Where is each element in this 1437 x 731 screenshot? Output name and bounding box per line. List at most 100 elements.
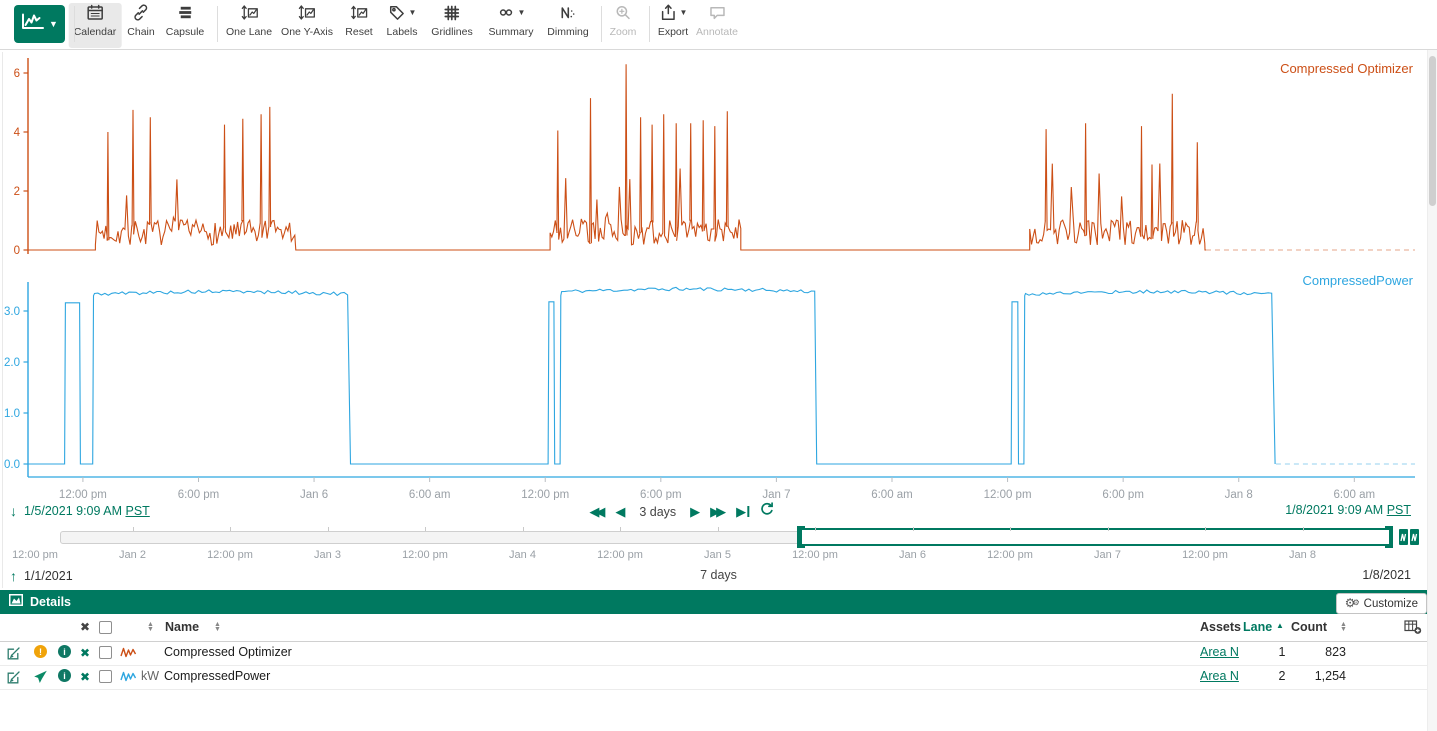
x-tick-label: 6:00 pm: [1102, 489, 1144, 500]
summary-icon: [497, 3, 516, 27]
column-header-assets[interactable]: Assets: [1200, 620, 1241, 634]
scrubber-tick-label: 12:00 pm: [207, 549, 253, 561]
sort-icon[interactable]: ▲ ▼: [214, 621, 221, 633]
lane2-series-label[interactable]: CompressedPower: [1302, 273, 1413, 288]
toolbar: ▼ Calendar Chain Capsule One Lane One Y-Axis…: [0, 0, 1437, 50]
details-panel-header[interactable]: Details ⚙⚙ Customize: [0, 590, 1437, 614]
select-all-checkbox[interactable]: [99, 621, 112, 634]
step-back-full-button[interactable]: ◀◀: [589, 504, 605, 519]
lane1-series-label[interactable]: Compressed Optimizer: [1280, 61, 1413, 76]
calendar-icon: [86, 3, 105, 27]
remove-all-icon[interactable]: ✖: [80, 620, 91, 634]
scrubber-tick: [815, 527, 816, 531]
range-up-arrow-icon: ↑: [10, 568, 17, 584]
add-column-icon[interactable]: [1404, 619, 1422, 638]
tool-chain-button[interactable]: Chain: [122, 3, 159, 48]
column-header-name[interactable]: Name: [165, 620, 200, 634]
asset-link[interactable]: Area N: [1200, 669, 1239, 683]
tool-dimming-button[interactable]: Dimming: [542, 3, 593, 48]
step-back-half-button[interactable]: ◀: [615, 504, 626, 519]
scrubber-tick-label: Jan 8: [1289, 549, 1316, 561]
tool-calendar-button[interactable]: Calendar: [68, 3, 122, 48]
capsule-time-toggle[interactable]: [1399, 529, 1419, 545]
tool-label: Gridlines: [431, 26, 473, 38]
tool-summary-button[interactable]: ▼ Summary: [484, 3, 539, 48]
remove-signal-icon[interactable]: ✖: [80, 670, 91, 684]
edit-signal-icon[interactable]: [6, 670, 21, 688]
investigate-end-date[interactable]: 1/8/2021: [1362, 568, 1411, 582]
range-start-arrow-icon: ↓: [10, 503, 17, 519]
investigate-range-start[interactable]: ↑ 1/1/2021: [10, 568, 73, 584]
tool-label: Dimming: [547, 26, 589, 38]
sort-ascending-icon[interactable]: ▲: [1276, 621, 1284, 630]
view-selector-button[interactable]: ▼: [14, 5, 65, 43]
tool-zoom-button: Zoom: [605, 3, 642, 48]
display-range-end-date[interactable]: 1/8/2021 9:09 AM: [1285, 503, 1384, 517]
one-lane-icon: [240, 3, 259, 27]
tool-label: Chain: [127, 26, 155, 38]
edit-signal-icon[interactable]: [6, 646, 21, 664]
tool-label: Reset: [345, 26, 373, 38]
investigate-range-duration[interactable]: 7 days: [700, 568, 737, 582]
timezone-link[interactable]: PST: [1386, 503, 1411, 517]
scrollbar-thumb[interactable]: [1429, 56, 1436, 206]
signal-name[interactable]: Compressed Optimizer: [164, 645, 292, 659]
sample-count: 1,254: [1314, 669, 1346, 683]
dimming-icon: [558, 3, 577, 27]
refresh-icon[interactable]: [760, 502, 775, 522]
details-chart-icon: [9, 593, 23, 611]
tool-reset-button[interactable]: Reset: [340, 3, 377, 48]
scrubber-tick: [230, 527, 231, 531]
trend-chart[interactable]: 0 2 4 6 0.0 1.0 2.0 3.0 12:00 pm 6:00 pm Jan 6 6:00…: [0, 50, 1437, 500]
x-tick-label: 12:00 pm: [59, 489, 107, 500]
selection-left-handle[interactable]: [797, 526, 805, 548]
customize-button[interactable]: ⚙⚙ Customize: [1335, 593, 1427, 614]
column-header-count[interactable]: Count: [1291, 620, 1328, 634]
paper-plane-icon[interactable]: [33, 670, 48, 687]
scrollbar-track[interactable]: [1427, 50, 1437, 731]
scrubber-tick: [912, 527, 914, 531]
tool-labels-button[interactable]: ▼ Labels: [382, 3, 423, 48]
capsule-icon: [176, 3, 195, 27]
remove-signal-icon[interactable]: ✖: [80, 646, 91, 660]
details-table-row[interactable]: ! i ✖ Compressed Optimizer Area N 1 823: [0, 641, 1427, 666]
sort-icon[interactable]: ▲ ▼: [1340, 621, 1347, 633]
step-forward-full-button[interactable]: ▶▶: [710, 504, 726, 519]
investigate-range-row: ↑ 1/1/2021 7 days 1/8/2021: [0, 565, 1437, 588]
series-path-2[interactable]: [28, 286, 1276, 465]
display-range-end[interactable]: 1/8/2021 9:09 AM PST: [1285, 503, 1411, 517]
scrubber-tick-label: Jan 2: [119, 549, 146, 561]
row-checkbox[interactable]: [99, 646, 112, 659]
tool-gridlines-button[interactable]: Gridlines: [426, 3, 477, 48]
scrubber-tick: [717, 527, 719, 531]
display-range-selection[interactable]: [800, 528, 1393, 546]
asset-link[interactable]: Area N: [1200, 645, 1239, 659]
column-header-lane[interactable]: Lane: [1243, 620, 1273, 634]
scrubber-tick: [1010, 527, 1011, 531]
info-icon[interactable]: i: [58, 645, 71, 658]
display-range-start-date[interactable]: 1/5/2021 9:09 AM: [24, 504, 122, 518]
info-icon[interactable]: i: [58, 669, 71, 682]
y-tick-label: 2: [14, 186, 20, 198]
warning-icon[interactable]: !: [34, 645, 47, 658]
sort-icon[interactable]: ▲ ▼: [147, 621, 154, 633]
row-checkbox[interactable]: [99, 670, 112, 683]
details-table-row[interactable]: i ✖ kW CompressedPower Area N 2 1,254: [0, 665, 1427, 690]
signal-type-icon: [120, 670, 137, 686]
step-to-end-button[interactable]: ▶: [736, 503, 750, 521]
investigate-start-date[interactable]: 1/1/2021: [24, 569, 73, 583]
x-tick-label: 6:00 pm: [640, 489, 682, 500]
signal-name[interactable]: CompressedPower: [164, 669, 271, 683]
tool-one-y-axis-button[interactable]: One Y-Axis: [276, 3, 338, 48]
tool-capsule-button[interactable]: Capsule: [161, 3, 210, 48]
tool-label: Annotate: [695, 26, 739, 38]
tool-export-button[interactable]: ▼ Export: [653, 3, 693, 48]
display-range-start[interactable]: ↓ 1/5/2021 9:09 AM PST: [10, 503, 150, 519]
tool-one-lane-button[interactable]: One Lane: [221, 3, 277, 48]
series-path-1[interactable]: [28, 64, 1206, 251]
y-tick-label: 6: [14, 68, 20, 80]
selection-right-handle[interactable]: [1385, 526, 1393, 548]
timezone-link[interactable]: PST: [125, 504, 150, 518]
step-forward-half-button[interactable]: ▶: [690, 504, 701, 519]
display-range-duration[interactable]: 3 days: [639, 505, 677, 519]
